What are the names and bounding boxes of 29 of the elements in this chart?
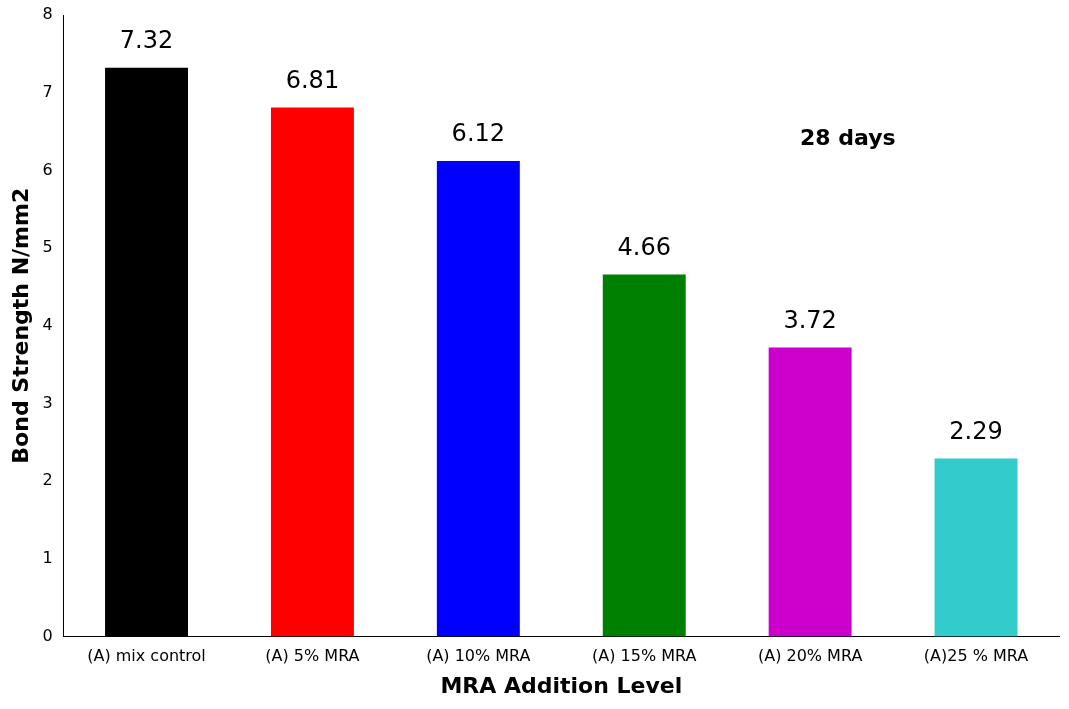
y-tick-label: 7 [42, 81, 53, 101]
y-tick-label: 0 [42, 625, 53, 645]
y-tick-label: 4 [42, 314, 53, 334]
x-tick-label: (A) 15% MRA [592, 646, 697, 666]
y-tick-label: 6 [42, 159, 53, 179]
bar [768, 347, 852, 637]
annotation: 28 days [800, 125, 896, 150]
x-tick-label: (A) 10% MRA [426, 646, 531, 666]
y-axis-title: Bond Strength N/mm2 [7, 187, 33, 464]
data-label: 6.81 [285, 65, 340, 94]
data-label: 7.32 [119, 26, 174, 55]
bar [934, 458, 1018, 637]
data-label: 3.72 [783, 305, 837, 334]
bar [270, 107, 354, 637]
x-tick-label: (A) mix control [87, 646, 206, 666]
data-label: 6.12 [451, 119, 506, 148]
data-label: 2.29 [949, 416, 1003, 445]
bar [436, 161, 520, 637]
y-tick-label: 8 [42, 4, 53, 24]
data-label: 4.66 [617, 232, 671, 261]
y-tick-label: 5 [42, 237, 53, 257]
y-tick-label: 3 [42, 392, 53, 412]
bar [602, 274, 686, 637]
y-tick-label: 1 [42, 547, 53, 567]
x-tick-label: (A) 20% MRA [757, 646, 863, 666]
y-tick-label: 2 [42, 470, 53, 490]
x-axis-title: MRA Addition Level [440, 672, 683, 698]
x-tick-label: (A)25 % MRA [923, 646, 1029, 666]
x-tick-label: (A) 5% MRA [265, 646, 360, 666]
